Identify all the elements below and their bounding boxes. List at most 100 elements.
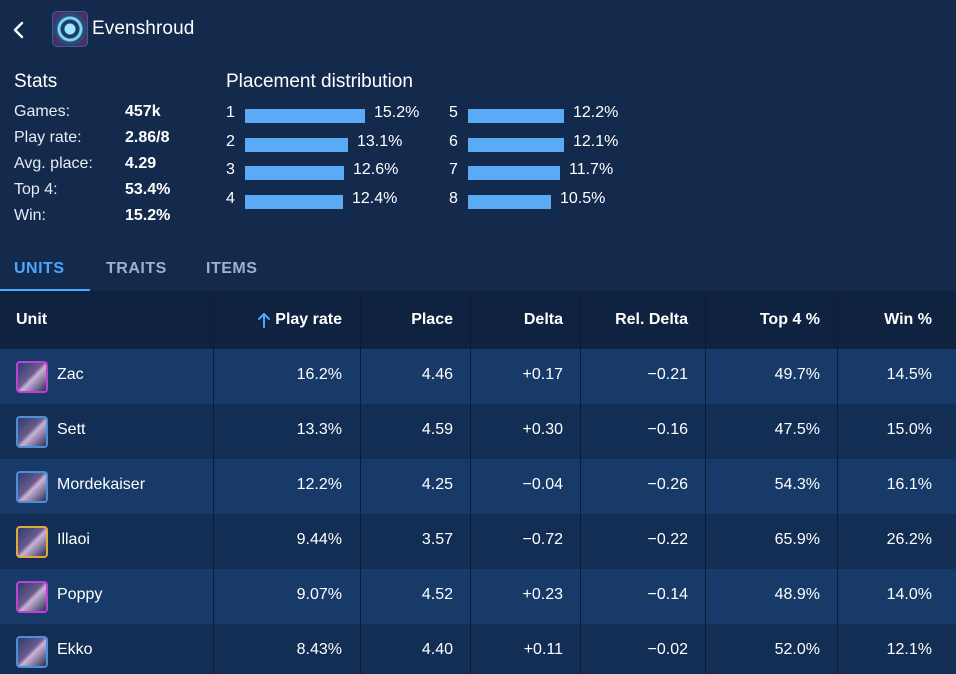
unit-portrait-icon (16, 636, 48, 668)
back-button[interactable] (8, 16, 30, 44)
active-tab-indicator (0, 289, 90, 291)
placement-number: 3 (226, 161, 235, 178)
stat-value: 2.86/8 (125, 129, 170, 146)
tab-items[interactable]: ITEMS (206, 260, 258, 277)
column-divider (360, 291, 361, 674)
column-header-win[interactable]: Win % (884, 311, 932, 328)
placement-percent: 12.6% (353, 161, 399, 178)
placement-row: 7 11.7% (449, 161, 649, 183)
placement-row: 3 12.6% (226, 161, 426, 183)
cell-win: 16.1% (886, 476, 932, 493)
cell-rel-delta: −0.21 (647, 366, 688, 383)
column-header-top4[interactable]: Top 4 % (759, 311, 820, 328)
table-row[interactable]: Ekko 8.43% 4.40 +0.11 −0.02 52.0% 12.1% (0, 624, 956, 674)
cell-play-rate: 9.07% (296, 586, 342, 603)
column-header-delta[interactable]: Delta (523, 311, 563, 328)
cell-rel-delta: −0.16 (647, 421, 688, 438)
cell-rel-delta: −0.14 (647, 586, 688, 603)
column-header-place[interactable]: Place (411, 311, 453, 328)
column-header-play-rate[interactable]: Play rate (256, 291, 342, 349)
table-row[interactable]: Poppy 9.07% 4.52 +0.23 −0.14 48.9% 14.0% (0, 569, 956, 624)
cell-play-rate: 16.2% (296, 366, 342, 383)
cell-rel-delta: −0.02 (647, 641, 688, 658)
column-divider (837, 291, 838, 674)
cell-rel-delta: −0.22 (647, 531, 688, 548)
unit-name: Zac (57, 366, 84, 383)
stat-label: Avg. place: (14, 155, 93, 172)
placement-bar (245, 109, 365, 123)
cell-delta: +0.30 (522, 421, 563, 438)
placement-percent: 13.1% (357, 132, 403, 150)
placement-bar (468, 166, 560, 180)
unit-portrait-icon (16, 416, 48, 448)
cell-rel-delta: −0.26 (647, 476, 688, 493)
cell-place: 4.40 (421, 641, 453, 658)
placement-number: 4 (226, 189, 235, 207)
unit-name: Illaoi (57, 531, 90, 548)
unit-portrait-icon (16, 471, 48, 503)
cell-win: 12.1% (886, 641, 932, 658)
cell-win: 14.5% (886, 366, 932, 383)
arrow-up-icon (258, 313, 271, 328)
unit-name: Poppy (57, 586, 103, 603)
stat-label: Play rate: (14, 129, 82, 146)
cell-place: 3.57 (421, 531, 453, 548)
placement-row: 5 12.2% (449, 104, 649, 126)
cell-top4: 65.9% (774, 531, 820, 548)
units-table: Unit Play rate Place Delta Rel. Delta To… (0, 291, 956, 674)
placement-row: 6 12.1% (449, 133, 649, 155)
column-divider (213, 291, 214, 674)
stats-title: Stats (14, 71, 58, 92)
cell-play-rate: 9.44% (296, 531, 342, 548)
unit-portrait-icon (16, 526, 48, 558)
stat-label: Win: (14, 207, 46, 224)
placement-number: 2 (226, 132, 235, 150)
cell-play-rate: 12.2% (296, 476, 342, 493)
column-header-rel-delta[interactable]: Rel. Delta (615, 311, 688, 328)
cell-delta: −0.72 (522, 531, 563, 548)
placement-percent: 10.5% (560, 189, 606, 207)
table-row[interactable]: Illaoi 9.44% 3.57 −0.72 −0.22 65.9% 26.2% (0, 514, 956, 569)
table-row[interactable]: Zac 16.2% 4.46 +0.17 −0.21 49.7% 14.5% (0, 349, 956, 404)
placement-percent: 12.2% (573, 104, 619, 121)
placement-row: 2 13.1% (226, 133, 426, 155)
column-divider (470, 291, 471, 674)
placement-number: 6 (449, 132, 458, 150)
unit-name: Sett (57, 421, 86, 438)
page-title: Evenshroud (92, 18, 195, 39)
table-row[interactable]: Mordekaiser 12.2% 4.25 −0.04 −0.26 54.3% 16.1% (0, 459, 956, 514)
stat-row: Win: 15.2% (14, 207, 214, 229)
stat-row: Avg. place: 4.29 (14, 155, 214, 177)
placement-percent: 15.2% (374, 104, 420, 121)
stat-label: Games: (14, 103, 71, 120)
cell-place: 4.59 (421, 421, 453, 438)
cell-top4: 54.3% (774, 476, 820, 493)
cell-delta: +0.17 (522, 366, 563, 383)
tab-traits[interactable]: TRAITS (106, 260, 167, 277)
placement-percent: 12.1% (573, 132, 619, 150)
stat-row: Play rate: 2.86/8 (14, 129, 214, 151)
cell-win: 26.2% (886, 531, 932, 548)
placement-bar (468, 109, 564, 123)
stat-row: Top 4: 53.4% (14, 181, 214, 203)
column-divider (580, 291, 581, 674)
stat-value: 4.29 (125, 155, 157, 172)
cell-delta: −0.04 (522, 476, 563, 493)
column-header-play-rate-label: Play rate (275, 311, 342, 328)
chevron-left-icon (13, 21, 24, 39)
cell-win: 15.0% (886, 421, 932, 438)
tab-units[interactable]: UNITS (14, 260, 65, 277)
placement-percent: 11.7% (569, 161, 614, 178)
cell-top4: 47.5% (774, 421, 820, 438)
cell-win: 14.0% (886, 586, 932, 603)
cell-top4: 52.0% (774, 641, 820, 658)
placement-number: 1 (226, 104, 235, 121)
table-row[interactable]: Sett 13.3% 4.59 +0.30 −0.16 47.5% 15.0% (0, 404, 956, 459)
cell-place: 4.52 (421, 586, 453, 603)
unit-portrait-icon (16, 581, 48, 613)
cell-place: 4.46 (421, 366, 453, 383)
column-header-unit[interactable]: Unit (16, 311, 48, 328)
cell-top4: 49.7% (774, 366, 820, 383)
placement-bar (468, 194, 551, 209)
placement-bar (245, 166, 344, 180)
